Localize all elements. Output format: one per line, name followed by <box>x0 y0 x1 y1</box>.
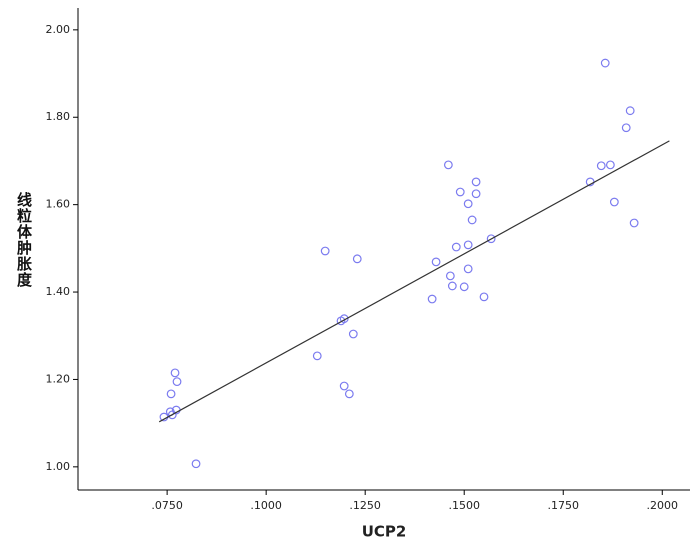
point <box>348 329 358 339</box>
point <box>427 294 437 304</box>
point <box>447 281 457 291</box>
point <box>320 246 330 256</box>
point <box>479 292 489 302</box>
point <box>191 459 201 469</box>
point <box>605 160 615 170</box>
point <box>600 58 610 68</box>
fit-line <box>158 140 670 423</box>
point <box>445 271 455 281</box>
point <box>172 377 182 387</box>
y-tick-label: 2.00 <box>46 23 71 36</box>
y-tick-label: 1.80 <box>46 110 71 123</box>
x-tick-label: .1250 <box>349 499 381 512</box>
point <box>463 199 473 209</box>
point <box>170 368 180 378</box>
point <box>352 254 362 264</box>
x-tick-label: .1000 <box>250 499 282 512</box>
point <box>166 389 176 399</box>
point <box>463 240 473 250</box>
y-axis-label: 线粒体肿胀度 <box>15 192 33 288</box>
point <box>443 160 453 170</box>
point <box>312 351 322 361</box>
y-tick-label: 1.60 <box>46 198 71 211</box>
x-tick-label: .0750 <box>151 499 183 512</box>
y-tick-label: 1.20 <box>46 372 71 385</box>
point <box>339 381 349 391</box>
point <box>596 161 606 171</box>
x-tick-label: .1750 <box>547 499 579 512</box>
x-axis-label: UCP2 <box>362 523 407 541</box>
point <box>621 123 631 133</box>
point <box>336 316 346 326</box>
y-tick-label: 1.00 <box>46 460 71 473</box>
point <box>463 264 473 274</box>
point <box>451 242 461 252</box>
point <box>344 389 354 399</box>
point <box>629 218 639 228</box>
point <box>625 106 635 116</box>
point <box>467 215 477 225</box>
point <box>486 234 496 244</box>
point <box>471 189 481 199</box>
x-tick-label: .1500 <box>448 499 480 512</box>
x-tick-label: .2000 <box>647 499 679 512</box>
point <box>609 197 619 207</box>
point <box>459 282 469 292</box>
point <box>167 410 177 420</box>
point <box>471 177 481 187</box>
y-tick-label: 1.40 <box>46 285 71 298</box>
point <box>431 257 441 267</box>
point <box>455 187 465 197</box>
